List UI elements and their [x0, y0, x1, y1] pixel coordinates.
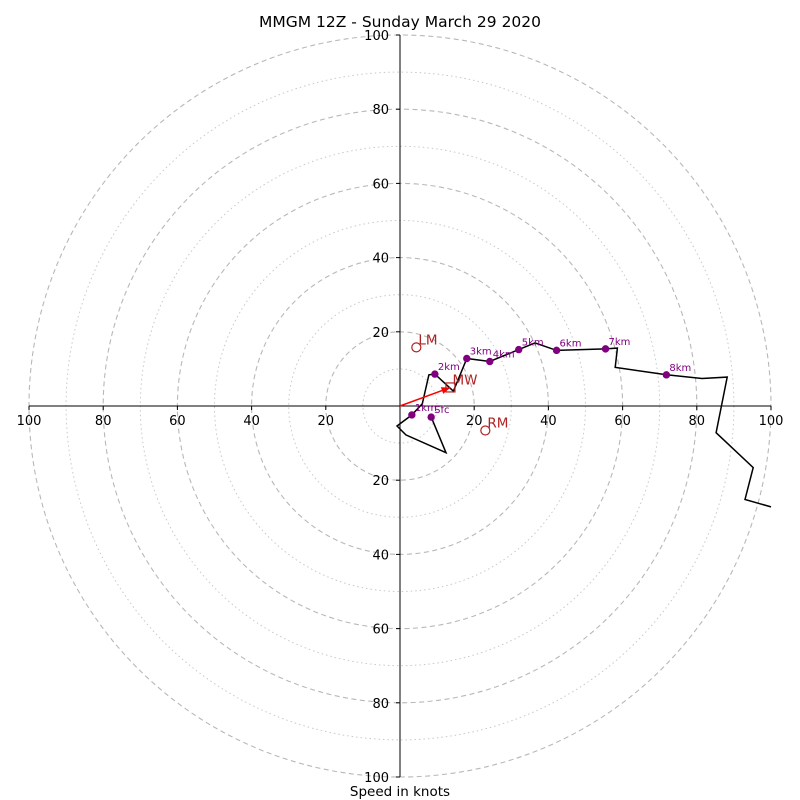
x-tick-label: 20 — [318, 414, 335, 429]
storm-motion-marker — [445, 382, 456, 393]
height-marker-label: 8km — [669, 363, 691, 374]
y-tick-label: 100 — [364, 29, 389, 44]
x-tick-label: 40 — [540, 414, 557, 429]
height-marker-label: 6km — [560, 338, 582, 349]
x-tick-label: 100 — [17, 414, 42, 429]
height-marker-point — [552, 346, 561, 355]
x-tick-label: 100 — [759, 414, 784, 429]
x-tick-label: 80 — [95, 414, 112, 429]
x-tick-label: 20 — [466, 414, 483, 429]
y-tick-label: 40 — [372, 252, 389, 267]
height-marker-point — [431, 370, 439, 378]
storm-motion-label: MW — [452, 372, 477, 388]
y-tick-label: 60 — [372, 623, 389, 638]
y-tick-label: 60 — [372, 177, 389, 192]
storm-motion-marker — [411, 342, 422, 353]
storm-motion-marker — [480, 425, 491, 436]
height-marker-label: 4km — [493, 349, 515, 360]
y-tick-label: 100 — [364, 771, 389, 786]
storm-motion-points: LM RM MW — [411, 332, 508, 436]
height-marker-label: Sfc — [434, 405, 449, 416]
height-marker-label: 1km — [415, 403, 437, 414]
height-marker-point — [601, 345, 610, 353]
height-marker-label: 3km — [470, 347, 492, 358]
height-marker-point — [486, 357, 494, 366]
height-marker-point — [662, 371, 671, 379]
x-axis-label: Speed in knots — [350, 784, 450, 800]
tick-labels: 100 80 60 40 20 20 40 60 80 100 20 40 60 80 100 20 40 60 8… — [17, 29, 784, 786]
storm-motion-label: RM — [487, 415, 508, 431]
y-tick-label: 20 — [372, 326, 389, 341]
x-tick-label: 60 — [169, 414, 186, 429]
x-tick-label: 60 — [614, 414, 631, 429]
y-tick-label: 40 — [372, 548, 389, 563]
x-tick-label: 80 — [689, 414, 706, 429]
height-marker-point — [463, 354, 471, 363]
storm-motion-label: LM — [418, 332, 437, 348]
height-marker-label: 2km — [438, 362, 460, 373]
height-marker-point — [427, 413, 435, 421]
height-marker-point — [515, 345, 523, 354]
height-marker-point — [408, 411, 416, 419]
height-marker-label: 7km — [609, 337, 631, 348]
height-marker-label: 5km — [522, 338, 544, 349]
y-tick-label: 80 — [372, 103, 389, 118]
chart-title: MMGM 12Z - Sunday March 29 2020 — [259, 13, 541, 31]
x-tick-label: 40 — [243, 414, 260, 429]
y-tick-label: 80 — [372, 697, 389, 712]
y-tick-label: 20 — [372, 474, 389, 489]
